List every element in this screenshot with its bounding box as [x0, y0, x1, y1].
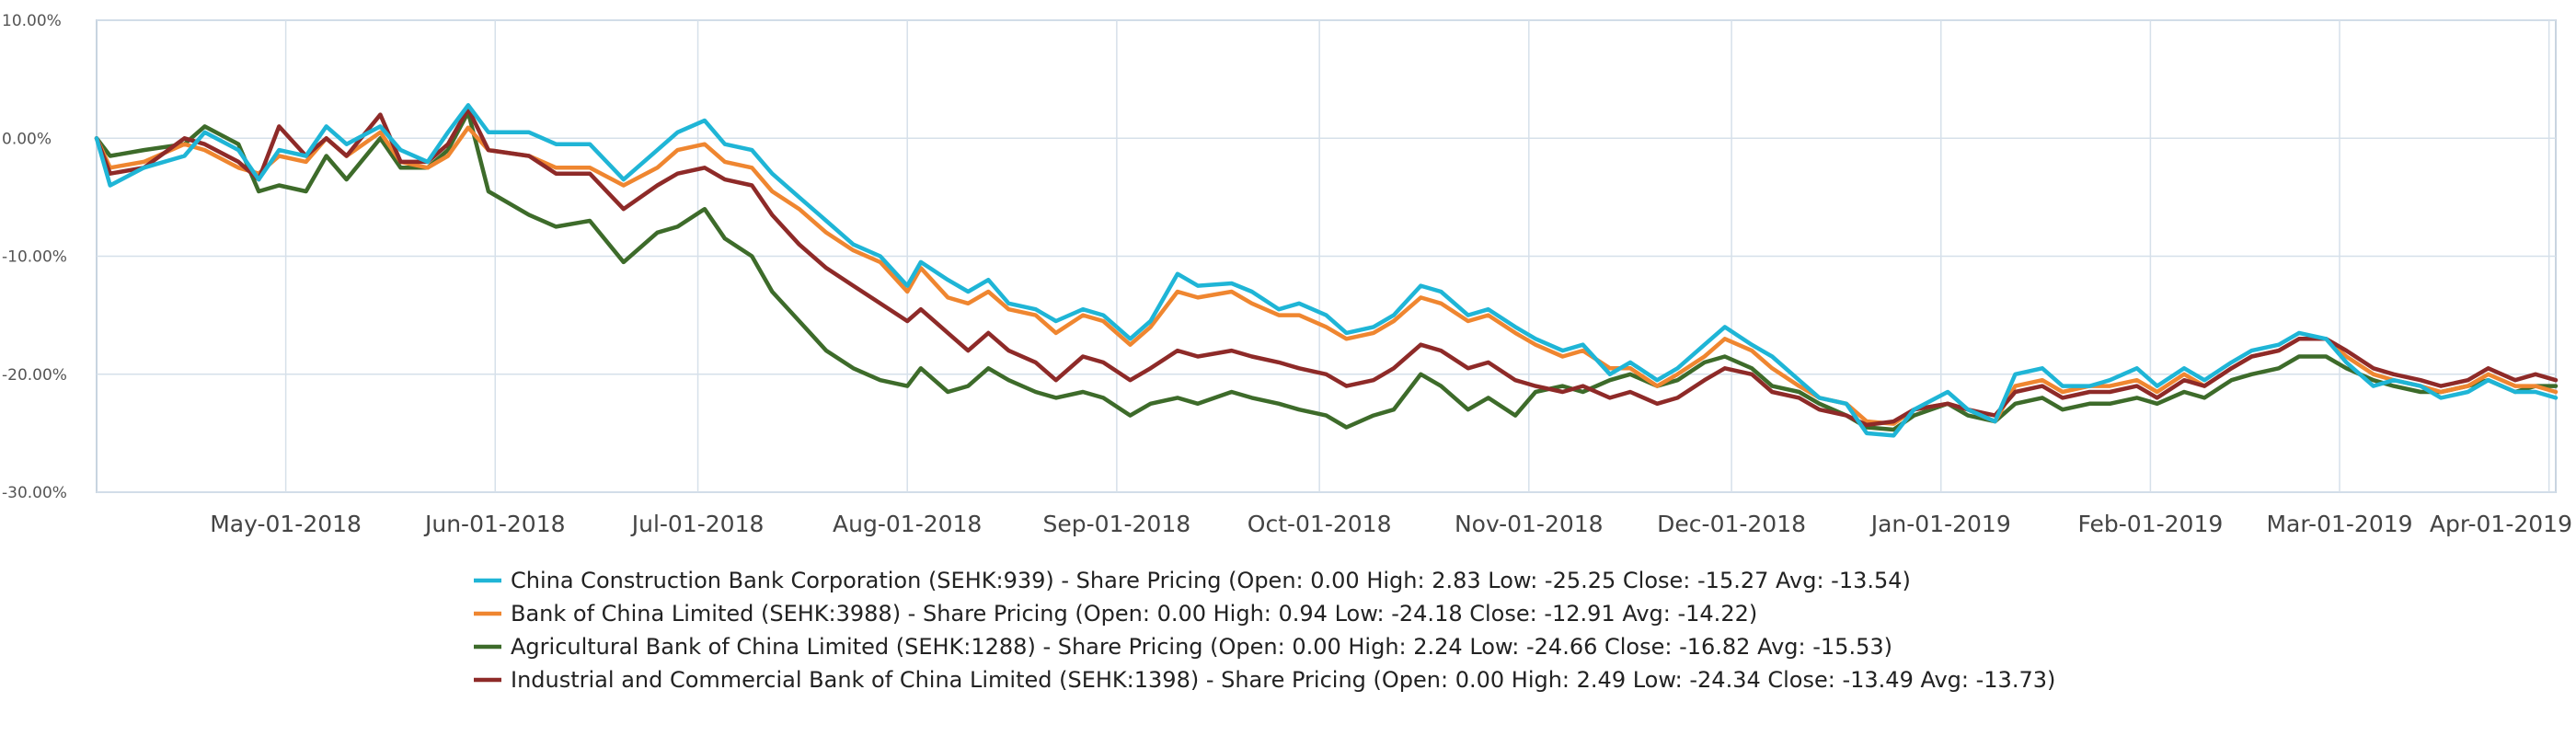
series-line-2[interactable] [94, 109, 2559, 432]
x-tick-label: May-01-2018 [210, 511, 362, 537]
x-tick-label: Jun-01-2018 [423, 511, 566, 537]
y-tick-label: 0.00% [2, 130, 52, 148]
legend-label: Bank of China Limited (SEHK:3988) - Shar… [511, 601, 1757, 627]
x-tick-label: Mar-01-2019 [2266, 511, 2412, 537]
series-line-0[interactable] [94, 103, 2559, 438]
x-tick-label: Sep-01-2018 [1043, 511, 1191, 537]
y-tick-label: -20.00% [2, 366, 67, 385]
legend-item-2[interactable]: Agricultural Bank of China Limited (SEHK… [474, 634, 1892, 660]
chart-legend[interactable]: China Construction Bank Corporation (SEH… [474, 568, 2055, 693]
legend-item-0[interactable]: China Construction Bank Corporation (SEH… [474, 568, 1911, 593]
x-tick-label: Jul-01-2018 [630, 511, 765, 537]
legend-item-1[interactable]: Bank of China Limited (SEHK:3988) - Shar… [474, 601, 1757, 627]
x-tick-label: Apr-01-2019 [2430, 511, 2572, 537]
y-tick-label: -30.00% [2, 484, 67, 502]
x-tick-label: Dec-01-2018 [1657, 511, 1806, 537]
grid-layer [96, 19, 2557, 493]
y-tick-label: 10.00% [2, 12, 62, 30]
x-tick-label: Oct-01-2018 [1248, 511, 1392, 537]
legend-label: China Construction Bank Corporation (SEH… [511, 568, 1911, 593]
x-axis-ticks: May-01-2018 Jun-01-2018 Jul-01-2018 Aug-01-… [210, 511, 2572, 537]
series-line-3[interactable] [94, 106, 2559, 428]
x-tick-label: Feb-01-2019 [2078, 511, 2224, 537]
legend-item-3[interactable]: Industrial and Commercial Bank of China … [474, 667, 2055, 693]
x-tick-label: Nov-01-2018 [1455, 511, 1604, 537]
series-layer [94, 103, 2559, 438]
y-axis-ticks: 10.00% 0.00% -10.00% -20.00% -30.00% [2, 12, 67, 502]
legend-label: Agricultural Bank of China Limited (SEHK… [511, 634, 1892, 660]
legend-label: Industrial and Commercial Bank of China … [511, 667, 2055, 693]
x-tick-label: Jan-01-2019 [1869, 511, 2011, 537]
y-tick-label: -10.00% [2, 248, 67, 267]
x-tick-label: Aug-01-2018 [833, 511, 982, 537]
